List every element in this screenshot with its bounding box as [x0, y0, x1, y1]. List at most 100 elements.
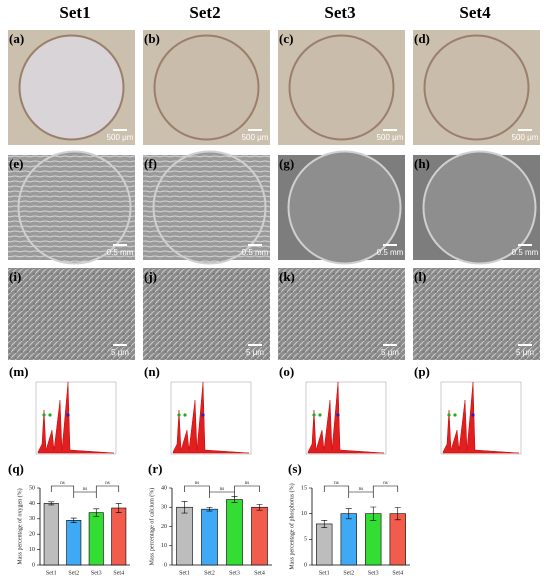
- panel-label: (h): [414, 156, 430, 171]
- peak-marker: [318, 413, 322, 417]
- column-header: Set3: [324, 3, 355, 22]
- panel-label: (e): [9, 156, 23, 171]
- y-tick-label: 5: [304, 537, 307, 543]
- panel-label: (s): [288, 461, 302, 476]
- sample-outline: [287, 150, 402, 265]
- y-tick-label: 30: [161, 505, 167, 511]
- panel-label: (d): [414, 31, 430, 46]
- image-panel: [143, 370, 270, 462]
- significance-bracket: [184, 485, 210, 492]
- panel-label: (o): [279, 364, 294, 379]
- image-panel: [8, 370, 135, 462]
- scale-bar-label: 5 μm: [246, 348, 264, 357]
- peak-marker: [177, 413, 181, 417]
- peak-marker: [336, 413, 340, 417]
- error-bar: [115, 503, 122, 513]
- y-tick-label: 0: [164, 562, 167, 568]
- y-tick-label: 10: [301, 511, 307, 517]
- y-tick-label: 30: [29, 516, 35, 522]
- image-panel: [278, 268, 405, 360]
- scale-bar-label: 0.5 mm: [107, 248, 134, 257]
- peak-marker: [453, 413, 457, 417]
- scale-bar-label: 0.5 mm: [242, 248, 269, 257]
- y-tick-label: 20: [29, 532, 35, 538]
- x-tick-label: Set4: [392, 570, 403, 576]
- bar: [43, 503, 59, 566]
- y-tick-label: 10: [29, 547, 35, 553]
- x-tick-label: Set3: [229, 570, 240, 576]
- significance-label: ns: [105, 481, 110, 486]
- significance-bracket: [50, 485, 75, 492]
- sample-outline: [422, 150, 537, 265]
- peak-marker: [312, 413, 316, 417]
- y-tick-label: 15: [301, 485, 307, 491]
- peak-marker: [201, 413, 205, 417]
- sample-outline: [18, 34, 125, 141]
- significance-bracket: [372, 485, 399, 492]
- scale-bar-label: 500 μm: [512, 133, 539, 142]
- significance-label: ns: [220, 487, 225, 492]
- panel-label: (a): [9, 31, 24, 46]
- y-tick-label: 50: [29, 485, 35, 491]
- bar: [88, 512, 104, 566]
- spectrum: [172, 381, 250, 454]
- significance-bracket: [234, 485, 260, 492]
- spectrum: [37, 381, 115, 454]
- sample-outline: [423, 34, 530, 141]
- spectrum-frame: [35, 381, 117, 455]
- scale-bar-label: 500 μm: [107, 133, 134, 142]
- column-header: Set2: [189, 3, 220, 22]
- peak-marker: [471, 413, 475, 417]
- significance-label: ns: [195, 481, 200, 486]
- bar: [251, 506, 268, 566]
- panel-label: (g): [279, 156, 294, 171]
- significance-bracket: [95, 485, 120, 492]
- error-bar: [181, 501, 188, 514]
- significance-bracket: [73, 491, 97, 498]
- x-tick-label: Set1: [319, 570, 330, 576]
- scale-bar-label: 5 μm: [381, 348, 399, 357]
- error-bar: [206, 506, 213, 512]
- significance-bracket: [209, 491, 235, 498]
- sample-outline: [153, 34, 260, 141]
- scale-bar-label: 0.5 mm: [377, 248, 404, 257]
- scale-bar-label: 500 μm: [377, 133, 404, 142]
- x-tick-label: Set4: [254, 570, 265, 576]
- sample-outline: [288, 34, 395, 141]
- panel-label: (l): [414, 269, 426, 284]
- panel-label: (q): [8, 461, 24, 476]
- panel-label: (p): [414, 364, 430, 379]
- image-panel: [278, 370, 405, 462]
- panel-label: (b): [144, 31, 160, 46]
- bar: [389, 513, 406, 566]
- panel-label: (f): [144, 156, 157, 171]
- significance-bracket: [323, 485, 350, 492]
- error-bar: [394, 507, 401, 521]
- y-tick-label: 0: [304, 562, 307, 568]
- peak-marker: [183, 413, 187, 417]
- significance-label: ns: [245, 481, 250, 486]
- y-axis-label: Mass percentage of phosphorus (%): [288, 483, 295, 569]
- bar: [176, 506, 193, 566]
- y-axis-label: Mass percentage of calcium (%): [148, 488, 155, 566]
- error-bar: [370, 506, 377, 521]
- y-tick-label: 20: [161, 524, 167, 530]
- panel-label: (m): [9, 364, 29, 379]
- significance-bracket: [348, 491, 374, 498]
- scale-bar-label: 5 μm: [516, 348, 534, 357]
- scale-bar-label: 0.5 mm: [512, 248, 539, 257]
- y-tick-label: 40: [29, 501, 35, 507]
- x-tick-label: Set4: [113, 570, 124, 576]
- column-header: Set1: [59, 3, 90, 22]
- y-axis-label: Mass percentage of oxygen (%): [16, 488, 23, 564]
- spectrum-frame: [305, 381, 387, 455]
- spectrum: [442, 381, 520, 454]
- sample-outline: [17, 150, 132, 265]
- panel-label: (r): [148, 461, 162, 476]
- significance-label: ns: [359, 487, 364, 492]
- column-header: Set4: [459, 3, 491, 22]
- panel-label: (n): [144, 364, 160, 379]
- y-tick-label: 10: [161, 543, 167, 549]
- spectrum: [307, 381, 385, 454]
- spectrum-frame: [440, 381, 522, 455]
